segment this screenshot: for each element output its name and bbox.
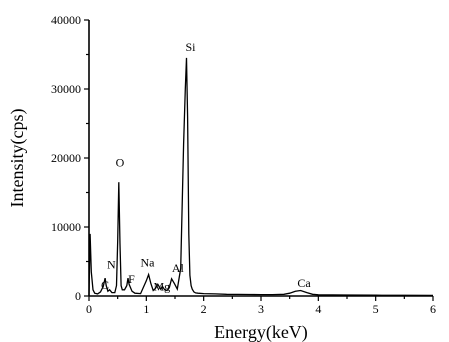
peak-label: Mg xyxy=(153,279,170,293)
peak-label: Al xyxy=(172,261,185,275)
series-group xyxy=(88,57,434,297)
y-tick-label: 20000 xyxy=(51,151,81,165)
x-axis: 0 1 2 3 4 5 6 xyxy=(86,295,436,316)
y-ticks: 0 10000 20000 30000 40000 xyxy=(51,13,89,303)
x-tick-label: 3 xyxy=(258,302,264,316)
peak-label: Ca xyxy=(297,276,311,290)
y-axis: 0 10000 20000 30000 40000 xyxy=(51,13,90,303)
x-tick-label: 0 xyxy=(86,302,92,316)
y-tick-label: 40000 xyxy=(51,13,81,27)
y-tick-label: 0 xyxy=(75,289,81,303)
y-tick-label: 30000 xyxy=(51,82,81,96)
x-tick-label: 1 xyxy=(143,302,149,316)
x-ticks: 0 1 2 3 4 5 6 xyxy=(86,296,436,316)
x-axis-label: Energy(keV) xyxy=(214,322,308,342)
peak-label: C xyxy=(101,278,109,292)
peak-label: O xyxy=(116,155,125,169)
x-tick-label: 5 xyxy=(373,302,379,316)
y-tick-label: 10000 xyxy=(51,220,81,234)
x-tick-label: 4 xyxy=(315,302,321,316)
y-axis-label: Intensity(cps) xyxy=(7,109,28,208)
peak-label: Si xyxy=(185,40,196,54)
x-tick-label: 6 xyxy=(430,302,436,316)
x-tick-label: 2 xyxy=(201,302,207,316)
peak-label: Na xyxy=(140,255,155,269)
peak-label: F xyxy=(128,272,135,286)
spectrum-line xyxy=(88,57,434,297)
peak-label: N xyxy=(107,257,116,271)
